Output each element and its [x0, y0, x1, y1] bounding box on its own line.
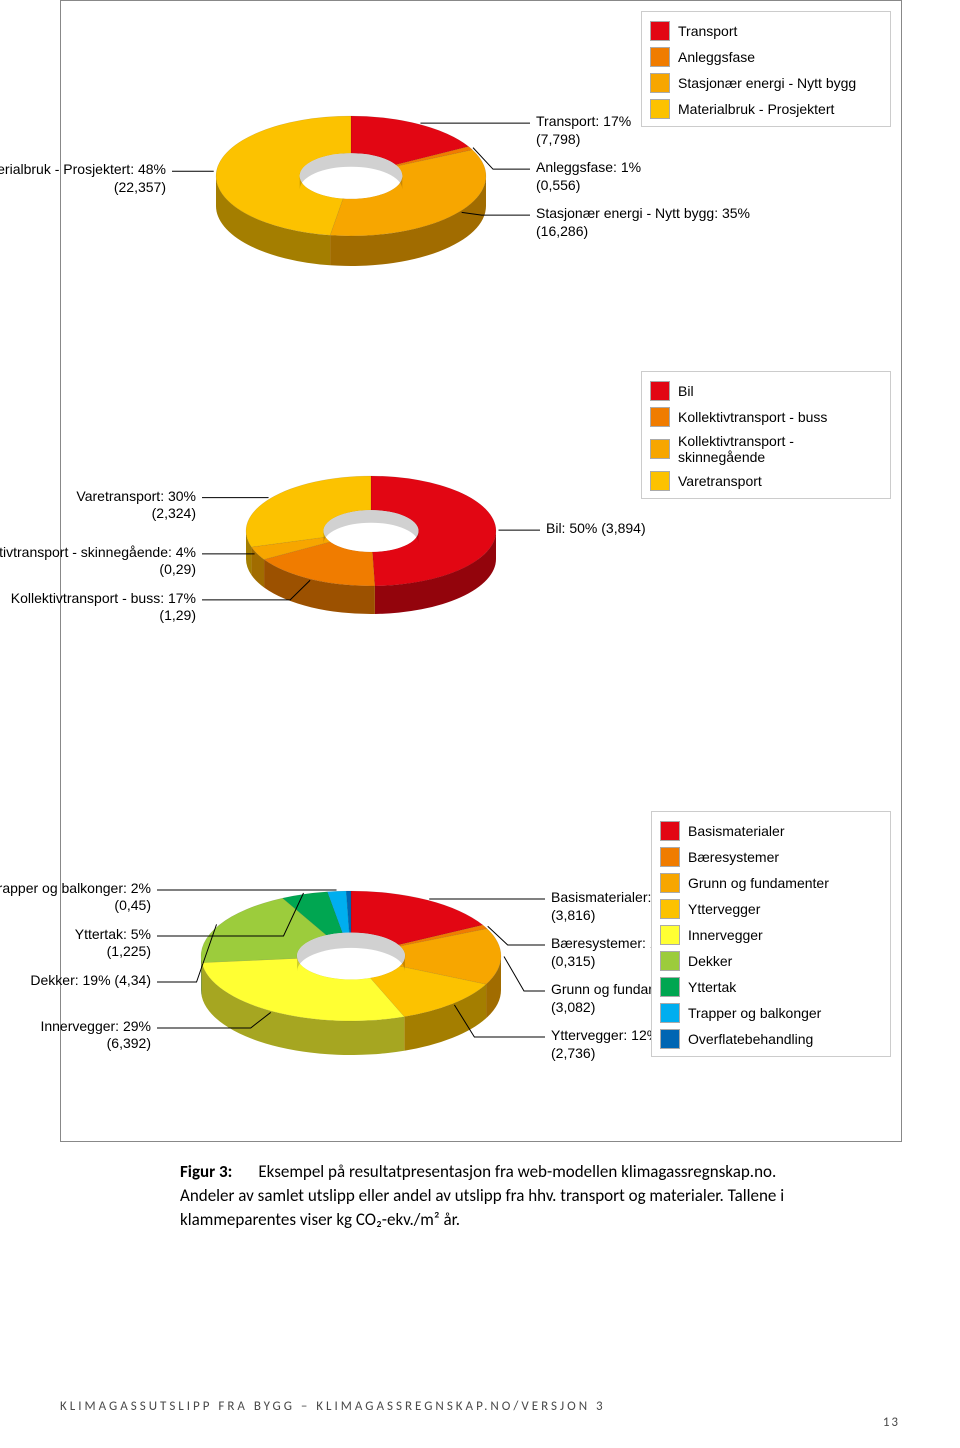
caption-text: Eksempel på resultatpresentasjon fra web…: [180, 1161, 784, 1230]
legend-swatch: [660, 1003, 680, 1023]
legend-swatch: [660, 847, 680, 867]
legend-text: Grunn og fundamenter: [688, 875, 829, 891]
legend-swatch: [660, 951, 680, 971]
chart3-legend: Basismaterialer Bæresystemer Grunn og fund…: [651, 811, 891, 1057]
slice-label: Dekker: 19% (4,34): [30, 972, 151, 990]
legend-text: Yttervegger: [688, 901, 760, 917]
legend-text: Basismaterialer: [688, 823, 784, 839]
slice-label: Yttervegger: 12%(2,736): [551, 1027, 659, 1062]
legend-item: Yttervegger: [660, 896, 882, 922]
page: Transport: 17%(7,798)Anleggsfase: 1%(0,5…: [0, 0, 960, 1448]
legend-item: Yttertak: [660, 974, 882, 1000]
caption-label: Figur 3:: [180, 1161, 232, 1182]
slice-label: Yttertak: 5%(1,225): [75, 926, 151, 961]
page-number: 13: [883, 1415, 900, 1430]
legend-item: Dekker: [660, 948, 882, 974]
legend-swatch: [660, 977, 680, 997]
figure-caption: Figur 3:Eksempel på resultatpresentasjon…: [180, 1160, 810, 1231]
legend-swatch: [660, 1029, 680, 1049]
slice-label: Innervegger: 29%(6,392): [40, 1018, 151, 1053]
legend-swatch: [660, 899, 680, 919]
legend-text: Yttertak: [688, 979, 736, 995]
legend-item: Grunn og fundamenter: [660, 870, 882, 896]
legend-text: Dekker: [688, 953, 732, 969]
legend-text: Overflatebehandling: [688, 1031, 813, 1047]
legend-text: Bæresystemer: [688, 849, 779, 865]
legend-item: Innervegger: [660, 922, 882, 948]
legend-text: Trapper og balkonger: [688, 1005, 821, 1021]
legend-item: Bæresystemer: [660, 844, 882, 870]
page-footer: KLIMAGASSUTSLIPP FRA BYGG – KLIMAGASSREG…: [60, 1399, 606, 1414]
legend-swatch: [660, 821, 680, 841]
legend-swatch: [660, 873, 680, 893]
legend-item: Trapper og balkonger: [660, 1000, 882, 1026]
legend-swatch: [660, 925, 680, 945]
legend-item: Overflatebehandling: [660, 1026, 882, 1052]
legend-item: Basismaterialer: [660, 818, 882, 844]
legend-text: Innervegger: [688, 927, 763, 943]
slice-label: Trapper og balkonger: 2%(0,45): [0, 880, 151, 915]
figure-frame: Transport: 17%(7,798)Anleggsfase: 1%(0,5…: [60, 0, 902, 1142]
